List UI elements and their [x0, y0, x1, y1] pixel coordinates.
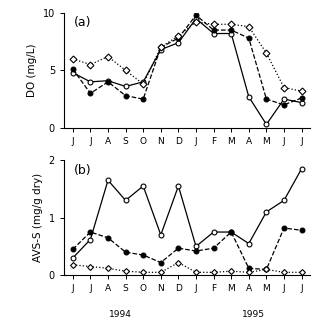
Text: 1994: 1994 — [109, 310, 132, 319]
Text: 1995: 1995 — [242, 310, 265, 319]
Text: (b): (b) — [74, 164, 92, 177]
Y-axis label: AVS-S (mg/g dry): AVS-S (mg/g dry) — [33, 173, 43, 262]
Text: (a): (a) — [74, 16, 91, 29]
Y-axis label: DO (mg/L): DO (mg/L) — [27, 44, 37, 97]
